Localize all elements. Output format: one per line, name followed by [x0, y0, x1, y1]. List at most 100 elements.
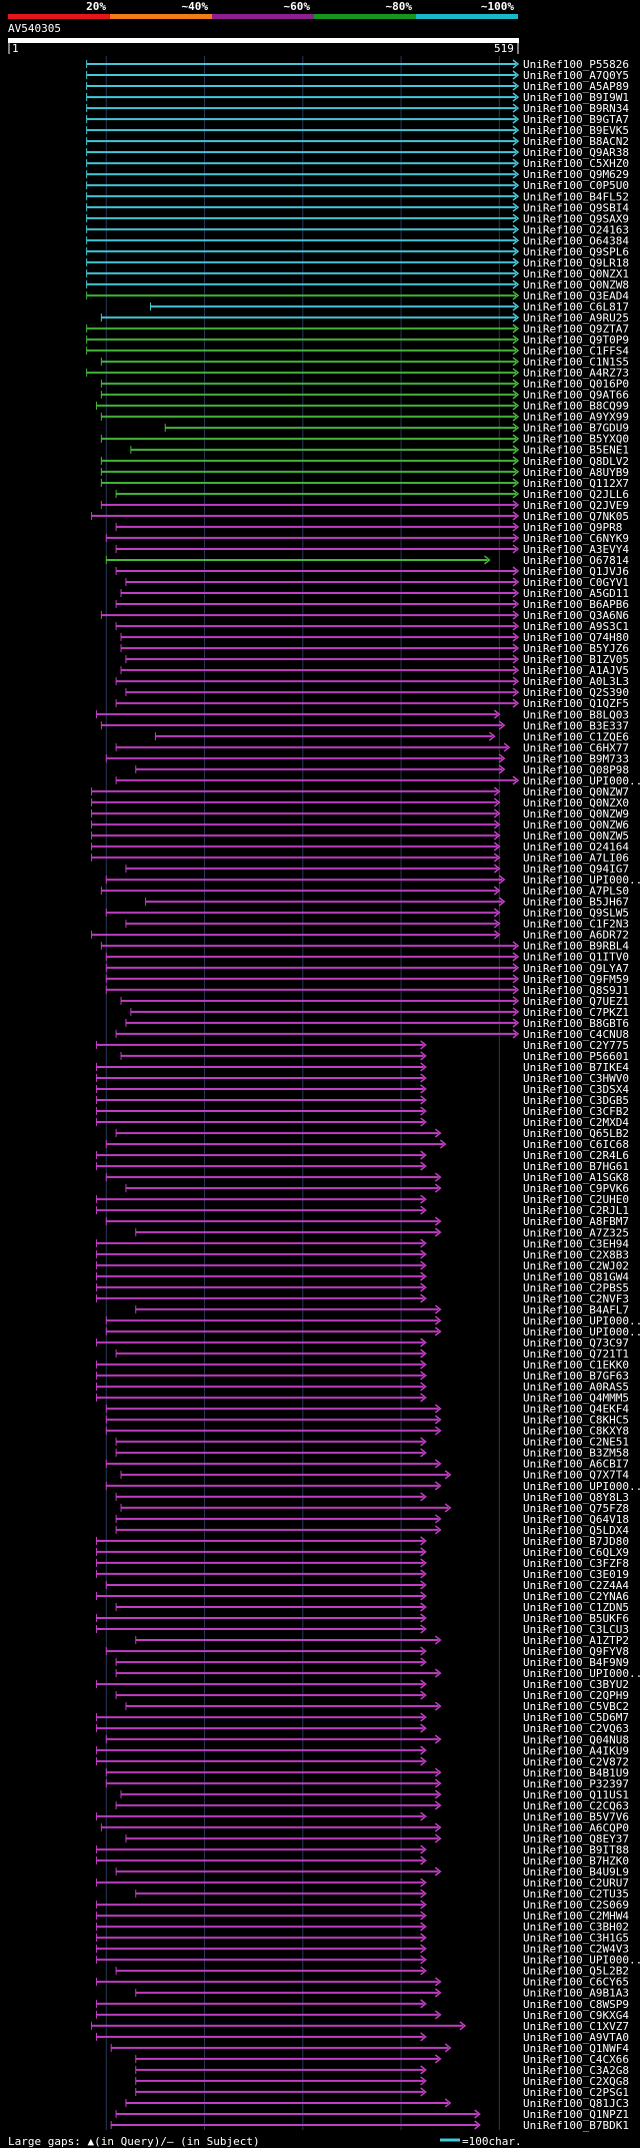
hit-label[interactable]: UniRef100_Q7NK05 [523, 510, 629, 523]
hit-label[interactable]: UniRef100_UPI000... [523, 1314, 640, 1327]
hit-label[interactable]: UniRef100_UPI000... [523, 774, 640, 787]
hit-row[interactable]: UniRef100_Q9ZTA7 [86, 323, 629, 336]
hit-label[interactable]: UniRef100_Q7X7T4 [523, 1469, 629, 1482]
hit-row[interactable]: UniRef100_O24164 [91, 841, 630, 854]
hit-row[interactable]: UniRef100_B7BDK1 [110, 2119, 629, 2132]
hit-row[interactable]: UniRef100_C2CQ63 [115, 1799, 629, 1812]
hit-label[interactable]: UniRef100_Q5L2B2 [523, 1965, 629, 1978]
hit-row[interactable]: UniRef100_C2QPH9 [115, 1689, 629, 1702]
hit-row[interactable]: UniRef100_C6NYK9 [105, 532, 629, 545]
hit-row[interactable]: UniRef100_C4CNU8 [115, 1028, 629, 1041]
hit-label[interactable]: UniRef100_C2MHW4 [523, 1910, 629, 1923]
hit-label[interactable]: UniRef100_B5V7V6 [523, 1810, 629, 1823]
hit-row[interactable]: UniRef100_B9RBL4 [100, 940, 629, 953]
hit-label[interactable]: UniRef100_C0P5U0 [523, 179, 629, 192]
hit-row[interactable]: UniRef100_Q08P98 [135, 763, 629, 776]
hit-label[interactable]: UniRef100_Q81JC3 [523, 2097, 629, 2110]
hit-row[interactable]: UniRef100_B4B1U9 [105, 1766, 629, 1779]
hit-row[interactable]: UniRef100_Q64V18 [115, 1513, 629, 1526]
hit-row[interactable]: UniRef100_C8WSP9 [95, 1998, 629, 2011]
hit-label[interactable]: UniRef100_Q9LR18 [523, 256, 629, 269]
hit-label[interactable]: UniRef100_C2X8B3 [523, 1248, 629, 1261]
hit-label[interactable]: UniRef100_C3BH02 [523, 1921, 629, 1934]
hit-label[interactable]: UniRef100_Q9ZTA7 [523, 323, 629, 336]
hit-row[interactable]: UniRef100_Q3EAD4 [86, 289, 630, 302]
hit-row[interactable]: UniRef100_C1XVZ7 [91, 2020, 629, 2033]
hit-label[interactable]: UniRef100_UPI000... [523, 1954, 640, 1967]
hit-label[interactable]: UniRef100_Q9M629 [523, 168, 629, 181]
hit-row[interactable]: UniRef100_Q9LR18 [86, 256, 629, 269]
hit-label[interactable]: UniRef100_B9GTA7 [523, 113, 629, 126]
hit-row[interactable]: UniRef100_A7Q0Y5 [86, 69, 629, 82]
hit-label[interactable]: UniRef100_Q04NU8 [523, 1733, 629, 1746]
hit-row[interactable]: UniRef100_B8LQ03 [95, 708, 629, 721]
hit-row[interactable]: UniRef100_UPI000... [105, 874, 640, 887]
hit-row[interactable]: UniRef100_C2PSG1 [135, 2086, 629, 2099]
hit-label[interactable]: UniRef100_C3BYU2 [523, 1678, 629, 1691]
hit-row[interactable]: UniRef100_Q0NZW7 [91, 785, 629, 798]
hit-label[interactable]: UniRef100_Q3EAD4 [523, 289, 629, 302]
hit-row[interactable]: UniRef100_C2W4V3 [95, 1943, 629, 1956]
hit-label[interactable]: UniRef100_C3CFB2 [523, 1105, 629, 1118]
hit-label[interactable]: UniRef100_B9IT88 [523, 1843, 629, 1856]
hit-label[interactable]: UniRef100_B9RN34 [523, 102, 629, 115]
hit-row[interactable]: UniRef100_Q9SBI4 [86, 201, 630, 214]
hit-label[interactable]: UniRef100_C1FFS4 [523, 345, 629, 358]
hit-row[interactable]: UniRef100_Q0NZX0 [91, 796, 629, 809]
hit-row[interactable]: UniRef100_Q1NPZ1 [115, 2108, 629, 2121]
hit-label[interactable]: UniRef100_C3FZF8 [523, 1557, 629, 1570]
hit-label[interactable]: UniRef100_Q9AT66 [523, 389, 629, 402]
hit-row[interactable]: UniRef100_C0P5U0 [86, 179, 629, 192]
hit-label[interactable]: UniRef100_C4CX66 [523, 2053, 629, 2066]
hit-row[interactable]: UniRef100_A7PLS0 [100, 885, 629, 898]
hit-row[interactable]: UniRef100_C9KXG4 [95, 2009, 629, 2022]
hit-row[interactable]: UniRef100_A1AJV5 [120, 664, 629, 677]
hit-row[interactable]: UniRef100_P32397 [105, 1777, 629, 1790]
hit-label[interactable]: UniRef100_C6HX77 [523, 741, 629, 754]
hit-label[interactable]: UniRef100_Q94IG7 [523, 863, 629, 876]
hit-row[interactable]: UniRef100_B6APB6 [115, 598, 629, 611]
hit-label[interactable]: UniRef100_C1F2N3 [523, 918, 629, 931]
hit-label[interactable]: UniRef100_Q9SBI4 [523, 201, 629, 214]
hit-label[interactable]: UniRef100_Q0NZW6 [523, 818, 629, 831]
hit-row[interactable]: UniRef100_B4AFL7 [135, 1303, 629, 1316]
hit-row[interactable]: UniRef100_Q0NZW6 [91, 818, 629, 831]
hit-row[interactable]: UniRef100_C4CX66 [135, 2053, 629, 2066]
hit-row[interactable]: UniRef100_Q9M629 [86, 168, 629, 181]
hit-label[interactable]: UniRef100_B9RBL4 [523, 940, 629, 953]
hit-label[interactable]: UniRef100_A5GD11 [523, 587, 629, 600]
hit-row[interactable]: UniRef100_C0GYV1 [125, 576, 629, 589]
hit-label[interactable]: UniRef100_A5AP89 [523, 80, 629, 93]
hit-label[interactable]: UniRef100_Q64V18 [523, 1513, 629, 1526]
hit-row[interactable]: UniRef100_C2YNA6 [95, 1590, 629, 1603]
hit-label[interactable]: UniRef100_Q9FM59 [523, 973, 629, 986]
hit-label[interactable]: UniRef100_Q1QZF5 [523, 697, 629, 710]
hit-row[interactable]: UniRef100_C2X8B3 [95, 1248, 629, 1261]
hit-row[interactable]: UniRef100_A6DR72 [91, 929, 629, 942]
hit-label[interactable]: UniRef100_C2Y775 [523, 1039, 629, 1052]
hit-row[interactable]: UniRef100_O67814 [105, 554, 629, 567]
hit-label[interactable]: UniRef100_C3LCU3 [523, 1623, 629, 1636]
hit-row[interactable]: UniRef100_C3DSX4 [95, 1083, 629, 1096]
hit-label[interactable]: UniRef100_C2NE51 [523, 1436, 629, 1449]
hit-label[interactable]: UniRef100_B6APB6 [523, 598, 629, 611]
hit-label[interactable]: UniRef100_C4CNU8 [523, 1028, 629, 1041]
hit-label[interactable]: UniRef100_A7LI06 [523, 852, 629, 865]
hit-label[interactable]: UniRef100_B3E337 [523, 719, 629, 732]
hit-label[interactable]: UniRef100_C5VBC2 [523, 1700, 629, 1713]
hit-row[interactable]: UniRef100_C2R4L6 [95, 1149, 629, 1162]
hit-label[interactable]: UniRef100_UPI000... [523, 1667, 640, 1680]
hit-label[interactable]: UniRef100_A9B1A3 [523, 1987, 629, 2000]
hit-label[interactable]: UniRef100_Q8EY37 [523, 1832, 629, 1845]
hit-label[interactable]: UniRef100_Q0NZW7 [523, 785, 629, 798]
hit-row[interactable]: UniRef100_B7HZK0 [95, 1854, 629, 1867]
hit-row[interactable]: UniRef100_B9GTA7 [86, 113, 629, 126]
hit-row[interactable]: UniRef100_B5JH67 [145, 896, 629, 909]
hit-label[interactable]: UniRef100_A9YX99 [523, 411, 629, 424]
hit-label[interactable]: UniRef100_Q7UEZ1 [523, 995, 629, 1008]
hit-label[interactable]: UniRef100_A6DR72 [523, 929, 629, 942]
hit-row[interactable]: UniRef100_B8GBT6 [125, 1017, 629, 1030]
hit-row[interactable]: UniRef100_Q1NWF4 [110, 2042, 629, 2055]
hit-label[interactable]: UniRef100_Q9AR38 [523, 146, 629, 159]
hit-row[interactable]: UniRef100_Q75FZ8 [120, 1502, 629, 1515]
